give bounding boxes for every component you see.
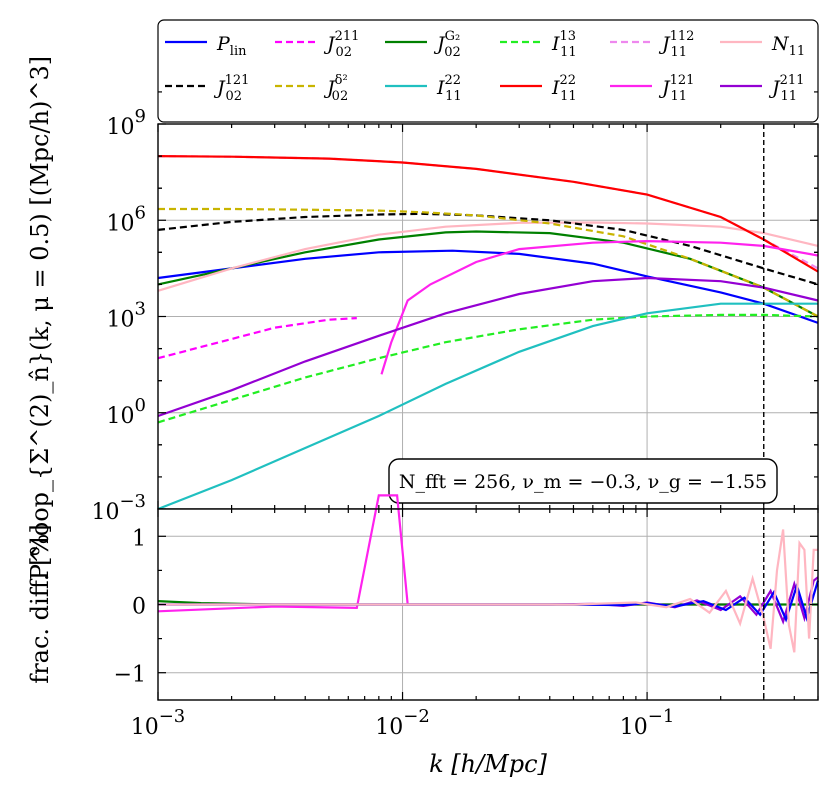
- top-ytick-label: 106: [107, 202, 146, 236]
- legend-entry: I13 11: [500, 29, 577, 60]
- diff-p-lin-diff: [158, 580, 820, 623]
- series-j-02-2: [158, 207, 819, 318]
- legend-entry: I22 11: [385, 73, 462, 104]
- legend-entry: J211 11: [720, 73, 804, 104]
- series-n-11: [157, 221, 819, 292]
- legend-label: Plin: [216, 33, 247, 59]
- legend-entry: J211 02: [275, 29, 359, 60]
- legend-label: Jδ² 02: [323, 73, 348, 104]
- legend-label: I22 11: [436, 73, 462, 104]
- legend: Plin J211 02 JG₂ 02 I13 11 J112 11 N11 J121 02 Jδ² 02…: [157, 19, 819, 123]
- top-ytick-label: 100: [107, 395, 146, 429]
- top-ytick-label: 109: [107, 106, 146, 140]
- legend-frame: [157, 19, 819, 123]
- annotation-text: N_fft = 256, ν_m = −0.3, ν_g = −1.55: [399, 471, 767, 493]
- series-j-11-121: [380, 239, 819, 375]
- series-i-22-11: [157, 302, 818, 511]
- legend-label: N11: [771, 33, 805, 59]
- series-i-11-22: [157, 155, 819, 273]
- legend-entry: J121 11: [610, 73, 694, 104]
- diff-n-11-diff: [158, 529, 818, 653]
- legend-label: I22 11: [551, 73, 577, 104]
- top-ylabel: P^loop_{Σ^(2)_n̂}(k, μ = 0.5) [(Mpc/h)^3…: [26, 56, 54, 580]
- legend-label: J211 02: [323, 29, 359, 60]
- bottom-ytick-label: 1: [132, 526, 146, 551]
- legend-entry: Jδ² 02: [275, 73, 348, 104]
- legend-entry: I22 11: [500, 73, 577, 104]
- series-i-11-13: [157, 313, 819, 424]
- series-j-02-211: [157, 317, 357, 360]
- xlabel: k [h/Mpc]: [429, 750, 547, 778]
- legend-label: J121 02: [213, 73, 249, 104]
- series-p-lin: [157, 249, 819, 324]
- top-ytick-label: 103: [107, 299, 146, 333]
- bottom-ytick-label: 0: [132, 595, 146, 620]
- bottom-panel: −1 0 1 10−3 10−2 10−1 frac. diff. [%] k [h/M…: [26, 494, 820, 778]
- xtick-label: 10−2: [375, 706, 430, 740]
- legend-label: J121 11: [658, 73, 694, 104]
- annotation-box: N_fft = 256, ν_m = −0.3, ν_g = −1.55: [388, 458, 778, 504]
- top-ytick-label: 10−3: [91, 491, 146, 525]
- legend-entry: Plin: [165, 33, 247, 59]
- legend-entry: N11: [720, 33, 805, 59]
- bottom-ytick-label: −1: [114, 663, 146, 688]
- series-j-11-211: [157, 276, 819, 418]
- legend-label: J112 11: [658, 29, 694, 60]
- xtick-label: 10−3: [131, 706, 186, 740]
- series-j-02-121: [157, 212, 819, 286]
- legend-label: J211 11: [768, 73, 804, 104]
- top-panel: 10−3 100 103 106 109 N_fft = 256, ν_m = −0.3…: [26, 56, 819, 580]
- legend-label: I13 11: [551, 29, 577, 60]
- bottom-ylabel: frac. diff. [%]: [26, 524, 54, 683]
- xtick-label: 10−1: [620, 706, 675, 740]
- legend-entry: J112 11: [610, 29, 694, 60]
- legend-entry: J121 02: [165, 73, 249, 104]
- legend-entry: JG₂ 02: [385, 29, 461, 60]
- legend-label: JG₂ 02: [433, 29, 461, 60]
